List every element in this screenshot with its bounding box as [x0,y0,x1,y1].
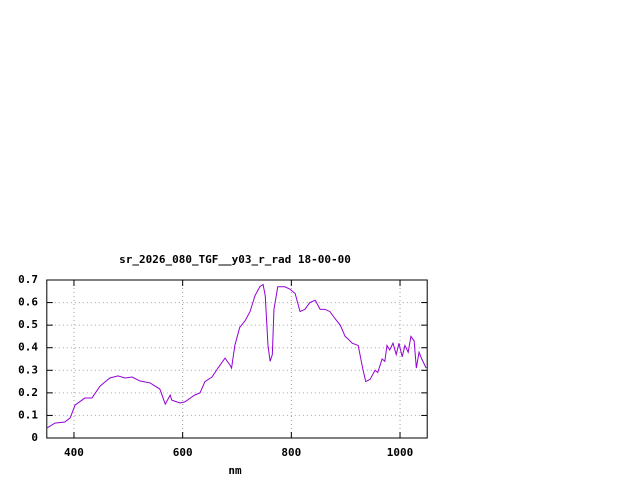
x-tick-label: 600 [173,446,193,459]
y-tick-label: 0.3 [18,363,38,376]
y-tick-label: 0.6 [18,296,38,309]
data-line [46,283,427,429]
y-tick-label: 0.4 [18,341,38,354]
chart-title: sr_2026_080_TGF__y03_r_rad 18-00-00 [119,253,351,266]
y-tick-label: 0.7 [18,273,38,286]
x-tick-label: 1000 [387,446,414,459]
x-tick-label: 400 [64,446,84,459]
y-tick-label: 0.2 [18,386,38,399]
x-axis-label: nm [228,464,242,477]
y-tick-label: 0.5 [18,318,38,331]
y-tick-label: 0 [31,431,38,444]
x-tick-label: 800 [281,446,301,459]
plot-border [46,279,428,439]
y-tick-label: 0.1 [18,408,38,421]
